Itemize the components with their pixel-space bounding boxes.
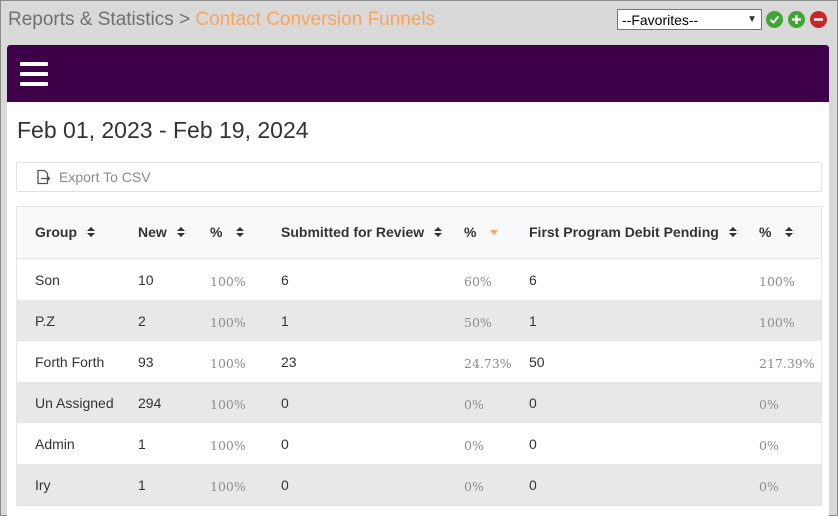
navbar <box>7 45 829 102</box>
table-row: Admin 1 100% 0 0% 0 0% <box>17 423 821 464</box>
column-header-new[interactable]: New <box>138 224 185 240</box>
cell-new: 294 <box>138 395 162 411</box>
cell-new: 1 <box>138 477 146 493</box>
cell-debit-percent: 100% <box>759 274 795 289</box>
cell-new: 2 <box>138 313 146 329</box>
sort-icon <box>785 227 794 237</box>
cell-submitted: 6 <box>281 272 289 288</box>
confirm-favorite-button[interactable] <box>766 11 783 28</box>
column-header-new-percent[interactable]: % <box>210 224 245 240</box>
sort-icon <box>176 227 185 237</box>
sort-descending-icon <box>490 229 499 235</box>
cell-debit-pending: 0 <box>529 477 537 493</box>
funnel-table: Group New % Submitted for Review % First… <box>16 206 822 506</box>
cell-new-percent: 100% <box>210 397 246 412</box>
cell-new-percent: 100% <box>210 356 246 371</box>
plus-icon <box>792 15 801 24</box>
breadcrumb-separator: > <box>173 9 196 30</box>
cell-submitted-percent: 24.73% <box>464 356 512 371</box>
cell-submitted: 1 <box>281 313 289 329</box>
favorites-value: --Favorites-- <box>622 11 699 28</box>
cell-submitted-percent: 0% <box>464 438 484 453</box>
sort-icon <box>87 227 95 237</box>
cell-submitted: 0 <box>281 436 289 452</box>
minus-icon <box>814 18 823 21</box>
cell-debit-pending: 6 <box>529 272 537 288</box>
cell-group: Un Assigned <box>35 395 114 411</box>
cell-debit-percent: 0% <box>759 397 779 412</box>
column-header-submitted[interactable]: Submitted for Review <box>281 224 443 240</box>
cell-debit-percent: 0% <box>759 479 779 494</box>
export-csv-button[interactable]: Export To CSV <box>35 169 151 185</box>
export-toolbar: Export To CSV <box>16 162 822 192</box>
breadcrumb: Reports & Statistics > Contact Conversio… <box>8 9 435 31</box>
cell-group: Admin <box>35 436 75 452</box>
table-row: Son 10 100% 6 60% 6 100% <box>17 259 821 300</box>
table-row: Iry 1 100% 0 0% 0 0% <box>17 464 821 505</box>
add-favorite-button[interactable] <box>788 11 805 28</box>
table-header: Group New % Submitted for Review % First… <box>17 207 821 259</box>
table-row: Un Assigned 294 100% 0 0% 0 0% <box>17 382 821 423</box>
cell-new-percent: 100% <box>210 274 246 289</box>
check-icon <box>769 15 780 24</box>
cell-group: Son <box>35 272 60 288</box>
table-row: Forth Forth 93 100% 23 24.73% 50 217.39% <box>17 341 821 382</box>
cell-new-percent: 100% <box>210 438 246 453</box>
cell-debit-percent: 100% <box>759 315 795 330</box>
cell-new-percent: 100% <box>210 479 246 494</box>
breadcrumb-section[interactable]: Reports & Statistics <box>8 9 174 30</box>
column-header-debit-pending[interactable]: First Program Debit Pending <box>529 224 737 240</box>
top-bar: Reports & Statistics > Contact Conversio… <box>1 1 837 41</box>
cell-debit-pending: 0 <box>529 395 537 411</box>
export-file-icon <box>37 169 51 185</box>
date-range-title: Feb 01, 2023 - Feb 19, 2024 <box>17 117 309 143</box>
cell-debit-pending: 1 <box>529 313 537 329</box>
cell-group: Iry <box>35 477 51 493</box>
cell-group: Forth Forth <box>35 354 105 370</box>
cell-submitted: 23 <box>281 354 297 370</box>
chevron-down-icon: ▼ <box>747 14 757 25</box>
cell-new: 93 <box>138 354 154 370</box>
cell-debit-pending: 50 <box>529 354 545 370</box>
cell-group: P.Z <box>35 313 55 329</box>
cell-debit-pending: 0 <box>529 436 537 452</box>
cell-submitted-percent: 50% <box>464 315 492 330</box>
column-header-debit-percent[interactable]: % <box>759 224 794 240</box>
hamburger-menu-icon[interactable] <box>20 62 48 86</box>
sort-icon <box>728 227 737 237</box>
column-header-group[interactable]: Group <box>35 224 95 240</box>
table-row: P.Z 2 100% 1 50% 1 100% <box>17 300 821 341</box>
cell-submitted-percent: 0% <box>464 479 484 494</box>
sort-icon <box>236 227 245 237</box>
cell-submitted-percent: 0% <box>464 397 484 412</box>
favorites-select[interactable]: --Favorites-- ▼ <box>617 9 762 30</box>
sort-icon <box>434 227 443 237</box>
remove-favorite-button[interactable] <box>810 11 827 28</box>
cell-debit-percent: 217.39% <box>759 356 815 371</box>
cell-new: 10 <box>138 272 154 288</box>
cell-new: 1 <box>138 436 146 452</box>
cell-submitted-percent: 60% <box>464 274 492 289</box>
column-header-submitted-percent[interactable]: % <box>464 224 499 240</box>
cell-submitted: 0 <box>281 395 289 411</box>
breadcrumb-current: Contact Conversion Funnels <box>195 9 436 30</box>
cell-new-percent: 100% <box>210 315 246 330</box>
cell-debit-percent: 0% <box>759 438 779 453</box>
report-panel: Feb 01, 2023 - Feb 19, 2024 Export To CS… <box>7 45 829 516</box>
cell-submitted: 0 <box>281 477 289 493</box>
export-csv-label: Export To CSV <box>59 169 151 185</box>
